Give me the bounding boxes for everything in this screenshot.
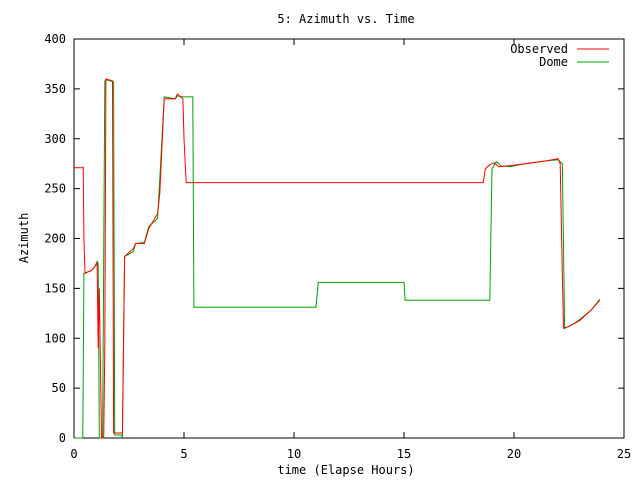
chart-title: 5: Azimuth vs. Time [277, 12, 414, 26]
y-tick-label-1: 50 [52, 381, 66, 395]
series-line-dome [74, 79, 601, 439]
x-axis-label: time (Elapse Hours) [277, 463, 414, 477]
x-tick-label-4: 20 [507, 447, 521, 461]
y-tick-label-2: 100 [44, 331, 66, 345]
plot-frame [73, 38, 625, 439]
legend-label-observed: Observed [510, 42, 568, 56]
x-tick-label-1: 5 [180, 447, 187, 461]
y-tick-label-6: 300 [44, 132, 66, 146]
y-tick-label-8: 400 [44, 32, 66, 46]
x-tick-label-2: 10 [287, 447, 301, 461]
legend-label-dome: Dome [539, 55, 568, 69]
x-tick-label-5: 25 [617, 447, 631, 461]
y-axis-label: Azimuth [17, 213, 31, 264]
series-line-observed [74, 78, 601, 439]
x-tick-label-3: 15 [397, 447, 411, 461]
y-tick-label-4: 200 [44, 232, 66, 246]
y-tick-label-3: 150 [44, 281, 66, 295]
x-tick-label-0: 0 [70, 447, 77, 461]
y-tick-label-0: 0 [59, 431, 66, 445]
y-tick-label-7: 350 [44, 82, 66, 96]
y-tick-label-5: 250 [44, 182, 66, 196]
series-lines [74, 78, 601, 439]
